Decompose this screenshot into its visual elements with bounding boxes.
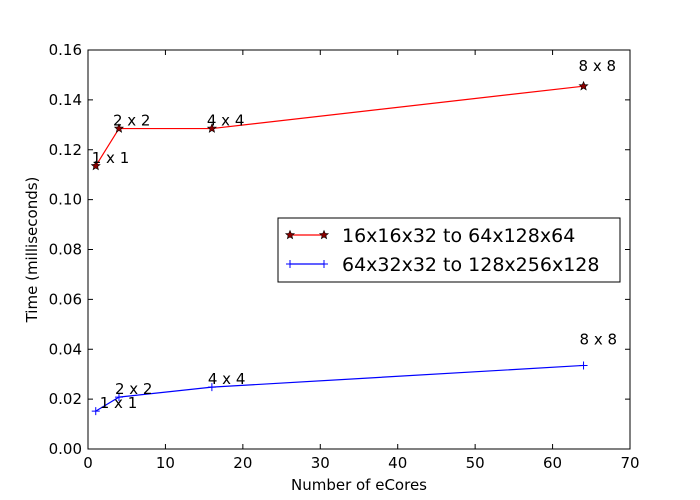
point-label: 2 x 2 [113, 112, 151, 130]
legend: 16x16x32 to 64x128x64 64x32x32 to 128x256… [277, 217, 621, 283]
point-label: 4 x 4 [207, 112, 245, 130]
point-label: 1 x 1 [92, 149, 130, 167]
tick-layer: 0 10 20 30 40 50 60 70 0.00 0.02 0.04 0.06 0.08 0.10 0… [49, 41, 640, 472]
y-tick-label: 0.08 [49, 241, 82, 259]
x-tick-label: 20 [233, 454, 252, 472]
y-tick-label: 0.16 [49, 41, 82, 59]
y-tick-label: 0.12 [49, 141, 82, 159]
legend-marker [286, 260, 294, 268]
point-label: 8 x 8 [580, 330, 618, 348]
x-tick-label: 60 [543, 454, 562, 472]
series-2 [91, 361, 588, 416]
y-tick-label: 0.02 [49, 390, 82, 408]
data-point [90, 160, 101, 171]
legend-box [277, 217, 621, 283]
x-tick-label: 70 [620, 454, 639, 472]
x-axis-title: Number of eCores [291, 476, 427, 494]
y-tick-label: 0.04 [49, 340, 82, 358]
legend-marker [284, 229, 296, 240]
series-layer [90, 80, 589, 416]
x-tick-label: 10 [156, 454, 175, 472]
x-tick-label: 40 [388, 454, 407, 472]
legend-label: 16x16x32 to 64x128x64 [342, 225, 575, 247]
point-label: 2 x 2 [115, 380, 153, 398]
legend-entry: 16x16x32 to 64x128x64 [284, 225, 575, 247]
y-tick-label: 0.00 [49, 440, 82, 458]
y-tick-label: 0.06 [49, 290, 82, 308]
legend-label: 64x32x32 to 128x256x128 [342, 254, 599, 276]
y-tick-label: 0.14 [49, 91, 82, 109]
data-point [206, 123, 217, 133]
y-tick-label: 0.10 [49, 191, 82, 209]
x-tick-label: 30 [311, 454, 330, 472]
y-axis-title: Time (milliseconds) [23, 177, 41, 324]
series-line [95, 85, 584, 167]
data-point [578, 80, 589, 91]
legend-marker [320, 260, 328, 268]
series-line [95, 364, 584, 412]
x-tick-label: 0 [83, 454, 93, 472]
point-label: 1 x 1 [100, 394, 138, 412]
data-point [91, 407, 100, 416]
data-point [113, 123, 125, 133]
legend-marker [318, 229, 330, 240]
point-label: 8 x 8 [579, 57, 617, 75]
data-point [207, 383, 216, 392]
legend-entry: 64x32x32 to 128x256x128 [286, 254, 599, 276]
data-point [114, 393, 123, 402]
series-1 [90, 80, 589, 171]
x-tick-label: 50 [466, 454, 485, 472]
point-label: 4 x 4 [208, 370, 246, 388]
data-point [579, 361, 588, 370]
